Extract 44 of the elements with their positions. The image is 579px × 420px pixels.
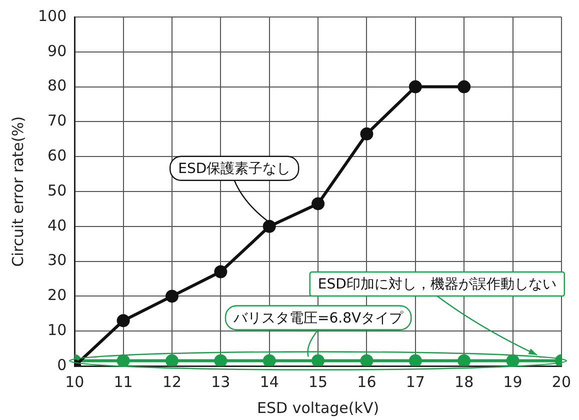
x-axis-title: ESD voltage(kV) — [257, 398, 380, 417]
annotation: バリスタ電圧=6.8Vタイプ — [232, 310, 404, 326]
y-tick-label: 80 — [48, 76, 67, 95]
point — [214, 354, 228, 366]
point — [506, 354, 520, 366]
y-axis-title: Circuit error rate(%) — [8, 116, 27, 267]
point — [262, 220, 276, 233]
point — [165, 290, 178, 303]
point — [458, 80, 471, 94]
annotation: ESD印加に対し，機器が誤作動しない — [318, 276, 556, 293]
annotation: ESD保護素子なし — [178, 161, 291, 178]
point — [458, 354, 471, 366]
y-tick-label: 70 — [48, 112, 67, 130]
y-tick-label: 0 — [57, 356, 67, 374]
y-tick-label: 50 — [48, 181, 67, 200]
point — [360, 127, 374, 140]
y-tick-label: 100 — [38, 6, 67, 25]
x-tick-label: 10 — [65, 372, 84, 391]
x-tick-label: 11 — [114, 372, 133, 391]
point — [262, 354, 276, 366]
point — [116, 354, 130, 366]
x-tick-label: 20 — [552, 372, 572, 391]
point — [312, 197, 325, 210]
point — [408, 80, 422, 94]
x-tick-label: 17 — [406, 372, 425, 391]
x-tick-label: 15 — [308, 372, 328, 391]
y-tick-label: 90 — [48, 42, 67, 60]
y-tick-label: 10 — [48, 320, 67, 339]
x-tick-label: 12 — [162, 372, 182, 391]
point — [214, 265, 228, 278]
point — [165, 354, 178, 366]
x-tick-label: 19 — [503, 372, 522, 391]
y-tick-label: 30 — [48, 251, 67, 270]
x-tick-label: 16 — [357, 372, 376, 391]
x-tick-label: 13 — [211, 372, 230, 391]
point — [408, 354, 422, 366]
y-tick-label: 60 — [48, 146, 67, 164]
x-tick-label: 14 — [260, 372, 279, 391]
y-tick-label: 20 — [48, 286, 67, 304]
x-tick-label: 18 — [454, 372, 474, 391]
point — [360, 354, 374, 366]
point — [116, 314, 130, 328]
point — [312, 354, 325, 366]
y-tick-label: 40 — [48, 216, 67, 234]
